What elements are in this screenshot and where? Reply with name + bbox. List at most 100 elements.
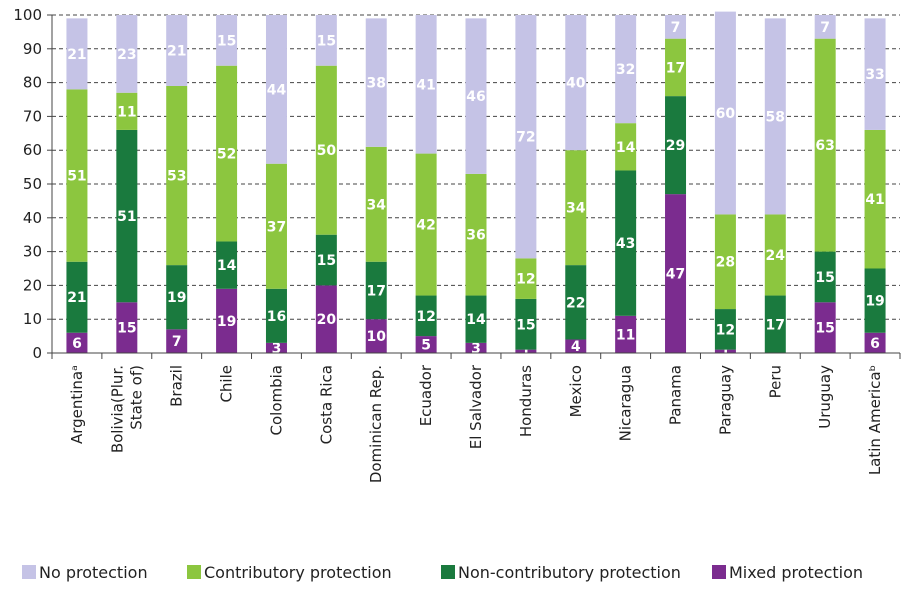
data-label: 1 [521, 344, 531, 360]
y-tick-label: 100 [13, 6, 42, 24]
bar-segment [814, 38, 836, 252]
data-label: 17 [766, 317, 785, 333]
bar-segment [465, 173, 487, 296]
x-tick-label-line: Brazil [168, 365, 186, 407]
x-tick-label-line: Paraguay [716, 365, 734, 435]
bar-segment [116, 302, 138, 353]
x-tick-label-line: Bolivia(Plur. [108, 365, 126, 453]
bar-segment [565, 150, 587, 266]
data-label: 32 [616, 62, 635, 78]
x-tick-label-line: Argentinaᵃ [68, 365, 86, 444]
bar-segment [265, 163, 287, 289]
data-label: 43 [616, 236, 635, 252]
bar-segment [415, 153, 437, 296]
x-tick-label-line: Costa Rica [317, 365, 335, 444]
data-label: 21 [67, 47, 86, 63]
data-label: 6 [72, 336, 82, 352]
bar-segment [265, 15, 287, 164]
data-label: 15 [815, 270, 834, 286]
bar-segment [116, 92, 138, 130]
data-label: 21 [67, 290, 86, 306]
data-label: 3 [272, 341, 282, 357]
bar-segment [714, 349, 736, 353]
data-label: 51 [67, 169, 86, 185]
x-tick-label: Uruguay [816, 365, 834, 429]
data-label: 14 [616, 140, 636, 156]
data-label: 10 [366, 329, 386, 345]
x-tick-label-line: Ecuador [417, 364, 435, 426]
bar-segment [166, 15, 188, 86]
data-label: 46 [466, 89, 485, 105]
data-label: 20 [317, 312, 337, 328]
legend-label: Non-contributory protection [458, 563, 681, 582]
x-tick-label: Brazil [168, 365, 186, 407]
bar-segment [66, 89, 88, 262]
data-label: 11 [616, 327, 635, 343]
bar-segment [216, 65, 238, 242]
data-label: 41 [416, 77, 435, 93]
data-label: 14 [466, 312, 486, 328]
legend-label: Mixed protection [729, 563, 863, 582]
bar-segment [415, 295, 437, 337]
legend-label: Contributory protection [204, 563, 392, 582]
data-label: 6 [870, 336, 880, 352]
x-tick-label-line: Mexico [567, 365, 585, 417]
legend-swatch [22, 565, 36, 579]
x-tick-label: Costa Rica [317, 365, 335, 444]
bar-segment [764, 295, 786, 353]
data-label: 16 [267, 309, 286, 325]
legend-label: No protection [39, 563, 148, 582]
data-label: 38 [366, 76, 385, 92]
bar-segment [864, 18, 886, 130]
x-tick-label: Paraguay [716, 365, 734, 435]
data-label: 42 [416, 218, 435, 234]
data-label: 51 [117, 209, 136, 225]
data-label: 17 [666, 60, 685, 76]
bar-segment [66, 332, 88, 353]
data-label: 7 [820, 20, 830, 36]
bar-segment [116, 129, 138, 303]
x-tick-label: Dominican Rep. [367, 365, 385, 483]
data-label: 37 [267, 219, 286, 235]
bar-segment [714, 11, 736, 215]
y-tick-label: 30 [23, 243, 42, 261]
x-tick-label: Bolivia(Plur.State of) [108, 365, 145, 453]
data-label: 52 [217, 147, 236, 163]
data-label: 15 [815, 321, 834, 337]
data-label: 4 [571, 339, 581, 355]
x-tick-label-line: Honduras [517, 365, 535, 437]
data-label: 14 [217, 258, 237, 274]
data-label: 19 [865, 294, 884, 310]
bar-segment [216, 288, 238, 353]
bar-segment [365, 319, 387, 353]
bars: 6215121155111237195321191452153163744201… [66, 11, 886, 362]
data-label: 63 [815, 138, 834, 154]
y-tick-label: 90 [23, 40, 42, 58]
x-tick-label-line: El Salvador [467, 364, 485, 449]
x-tick-label: Mexico [567, 365, 585, 417]
data-label: 5 [421, 338, 431, 354]
x-tick-label: Chile [218, 365, 236, 403]
bar-segment [315, 15, 337, 66]
x-tick-label-line: State of) [127, 365, 145, 430]
data-label: 50 [317, 143, 337, 159]
bar-segment [166, 265, 188, 330]
bar-segment [665, 96, 687, 195]
data-label: 60 [716, 106, 736, 122]
bar-segment [565, 265, 587, 340]
data-label: 15 [317, 253, 336, 269]
data-label: 1 [721, 344, 731, 360]
x-tick-label: Ecuador [417, 364, 435, 426]
bar-segment [714, 214, 736, 310]
x-tick-label: Argentinaᵃ [68, 365, 86, 444]
bar-segment [615, 170, 637, 316]
x-tick-label-line: Latin Americaᵇ [866, 365, 884, 475]
bar-segment [415, 15, 437, 154]
bar-segment [365, 18, 387, 147]
data-label: 33 [865, 67, 884, 83]
bar-segment [216, 241, 238, 289]
x-tick-label: Panama [667, 365, 685, 425]
x-tick-label-line: Dominican Rep. [367, 365, 385, 483]
bar-segment [365, 146, 387, 262]
